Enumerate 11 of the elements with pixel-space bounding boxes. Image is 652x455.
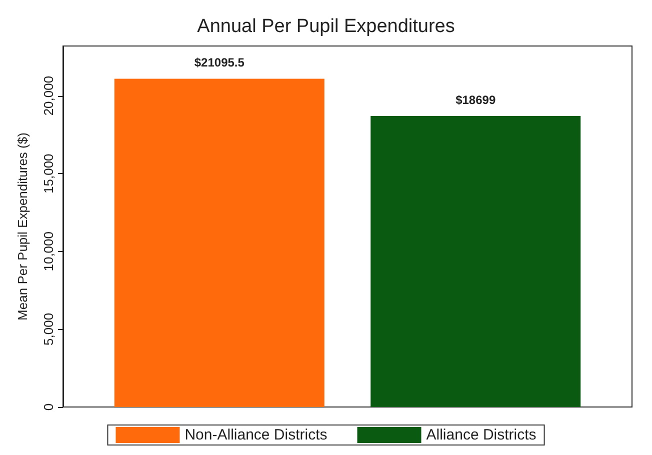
y-tick-label: 10,000 <box>41 232 56 272</box>
y-axis-title: Mean Per Pupil Expenditures ($) <box>15 132 30 320</box>
data-label: $21095.5 <box>194 56 245 70</box>
data-label: $18699 <box>456 93 496 108</box>
chart-title: Annual Per Pupil Expenditures <box>197 16 455 37</box>
y-tick-label: 20,000 <box>41 76 56 116</box>
y-tick-label: 5,000 <box>41 312 56 346</box>
legend-label: Alliance Districts <box>426 426 536 444</box>
legend-label: Non-Alliance Districts <box>184 426 328 444</box>
y-tick-label: 15,000 <box>41 154 56 194</box>
y-tick-label: 0 <box>41 403 56 411</box>
